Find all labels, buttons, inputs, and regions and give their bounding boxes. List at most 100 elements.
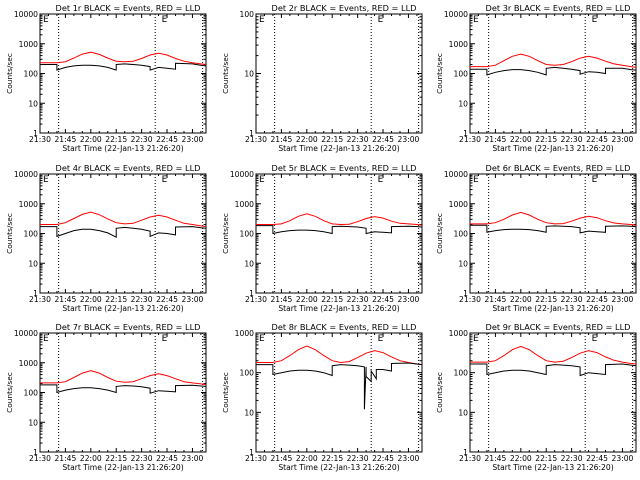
event-marker-label: E (378, 175, 384, 185)
x-tick-label: 22:15 (535, 295, 557, 304)
series-line-lld (40, 211, 207, 228)
y-tick-label: 10 (244, 259, 254, 268)
x-tick-label: 22:45 (586, 295, 608, 304)
event-marker-label: E (43, 15, 49, 25)
y-axis-label: Counts/sec (221, 213, 230, 254)
y-tick-label: 10000 (14, 329, 38, 338)
series-line-lld (256, 213, 423, 226)
y-tick-label: 100 (240, 369, 255, 378)
y-tick-label: 1000 (19, 200, 38, 209)
x-axis-label: Start Time (22-Jan-13 21:26:20) (278, 144, 399, 153)
x-axis-label: Start Time (22-Jan-13 21:26:20) (278, 304, 399, 313)
series-line-events (40, 384, 207, 394)
y-tick-label: 1000 (235, 329, 254, 338)
x-tick-label: 22:30 (131, 454, 153, 463)
x-tick-label: 22:00 (80, 135, 102, 144)
y-tick-label: 10 (28, 418, 38, 427)
detector-panel: Det 9r BLACK = Events, RED = LLD 21:30 21:… (435, 322, 637, 472)
detector-panel: Det 6r BLACK = Events, RED = LLD 21:30 21:… (435, 163, 637, 313)
panel-title: Det 3r BLACK = Events, RED = LLD (486, 3, 631, 13)
x-tick-label: 22:00 (80, 295, 102, 304)
detector-panel: Det 5r BLACK = Events, RED = LLD 21:30 21:… (221, 163, 423, 313)
detector-panel: Det 4r BLACK = Events, RED = LLD 21:30 21:… (5, 163, 207, 313)
panel-title: Det 7r BLACK = Events, RED = LLD (56, 322, 201, 332)
y-tick-label: 100 (24, 389, 39, 398)
x-tick-label: 22:30 (131, 135, 153, 144)
plot-frame (469, 13, 637, 134)
series-line-lld (40, 370, 207, 386)
y-tick-label: 100 (240, 10, 255, 19)
event-marker-label: E (592, 175, 598, 185)
y-tick-label: 1000 (449, 40, 468, 49)
x-tick-label: 22:30 (131, 295, 153, 304)
y-axis-label: Counts/sec (221, 372, 230, 413)
x-tick-label: 21:45 (484, 135, 506, 144)
x-tick-label: 22:45 (586, 135, 608, 144)
y-axis-label: Counts/sec (435, 372, 444, 413)
x-tick-label: 22:00 (80, 454, 102, 463)
x-tick-label: 22:30 (347, 454, 369, 463)
series-line-lld (470, 345, 637, 365)
y-tick-label: 1000 (449, 200, 468, 209)
x-tick-label: 23:00 (612, 454, 634, 463)
y-tick-label: 1000 (19, 359, 38, 368)
y-tick-label: 1 (33, 129, 38, 138)
x-tick-label: 22:45 (156, 135, 178, 144)
x-tick-label: 22:15 (321, 135, 343, 144)
plot-frame (39, 13, 207, 134)
event-marker-label: E (473, 15, 479, 25)
y-tick-label: 10 (458, 408, 468, 417)
x-tick-label: 21:45 (270, 135, 292, 144)
x-tick-label: 22:15 (535, 135, 557, 144)
x-tick-label: 22:45 (156, 295, 178, 304)
detector-panel: Det 2r BLACK = Events, RED = LLD 21:30 21:… (221, 3, 423, 153)
plot-frame (469, 332, 637, 453)
y-tick-label: 1000 (19, 40, 38, 49)
x-axis-label: Start Time (22-Jan-13 21:26:20) (62, 144, 183, 153)
y-tick-label: 100 (24, 230, 39, 239)
x-tick-label: 22:30 (347, 295, 369, 304)
plot-frame (255, 173, 423, 294)
panel-title: Det 2r BLACK = Events, RED = LLD (272, 3, 417, 13)
x-axis-label: Start Time (22-Jan-13 21:26:20) (62, 304, 183, 313)
panel-title: Det 9r BLACK = Events, RED = LLD (486, 322, 631, 332)
series-line-events (256, 225, 423, 235)
event-marker-label: E (259, 15, 265, 25)
y-axis-label: Counts/sec (435, 213, 444, 254)
x-tick-label: 21:30 (459, 295, 481, 304)
event-marker-label: E (259, 334, 265, 344)
y-tick-label: 1000 (449, 329, 468, 338)
series-line-events (470, 224, 637, 234)
y-axis-label: Counts/sec (5, 213, 14, 254)
y-tick-label: 1 (463, 129, 468, 138)
x-tick-label: 22:45 (372, 135, 394, 144)
y-tick-label: 1 (249, 448, 254, 457)
x-tick-label: 21:45 (484, 454, 506, 463)
series-line-events (40, 226, 207, 239)
plot-frame (255, 13, 423, 134)
x-tick-label: 22:00 (296, 454, 318, 463)
detector-panel: Det 8r BLACK = Events, RED = LLD 21:30 21:… (221, 322, 423, 472)
x-tick-label: 22:00 (296, 295, 318, 304)
y-tick-label: 1 (33, 448, 38, 457)
series-line-events (470, 66, 637, 76)
event-marker-label: E (378, 334, 384, 344)
y-tick-label: 1 (249, 289, 254, 298)
y-tick-label: 10000 (230, 170, 254, 179)
y-tick-label: 10000 (444, 10, 468, 19)
x-tick-label: 23:00 (182, 295, 204, 304)
event-marker-label: E (43, 175, 49, 185)
x-tick-label: 22:45 (156, 454, 178, 463)
x-tick-label: 22:45 (586, 454, 608, 463)
series-line-events (256, 362, 423, 410)
x-tick-label: 23:00 (398, 135, 420, 144)
panel-title: Det 5r BLACK = Events, RED = LLD (272, 163, 417, 173)
x-tick-label: 23:00 (612, 135, 634, 144)
x-tick-label: 22:15 (105, 295, 127, 304)
series-line-lld (470, 53, 637, 68)
x-tick-label: 22:00 (510, 295, 532, 304)
x-tick-label: 21:45 (484, 295, 506, 304)
event-marker-label: E (162, 175, 168, 185)
x-tick-label: 23:00 (612, 295, 634, 304)
